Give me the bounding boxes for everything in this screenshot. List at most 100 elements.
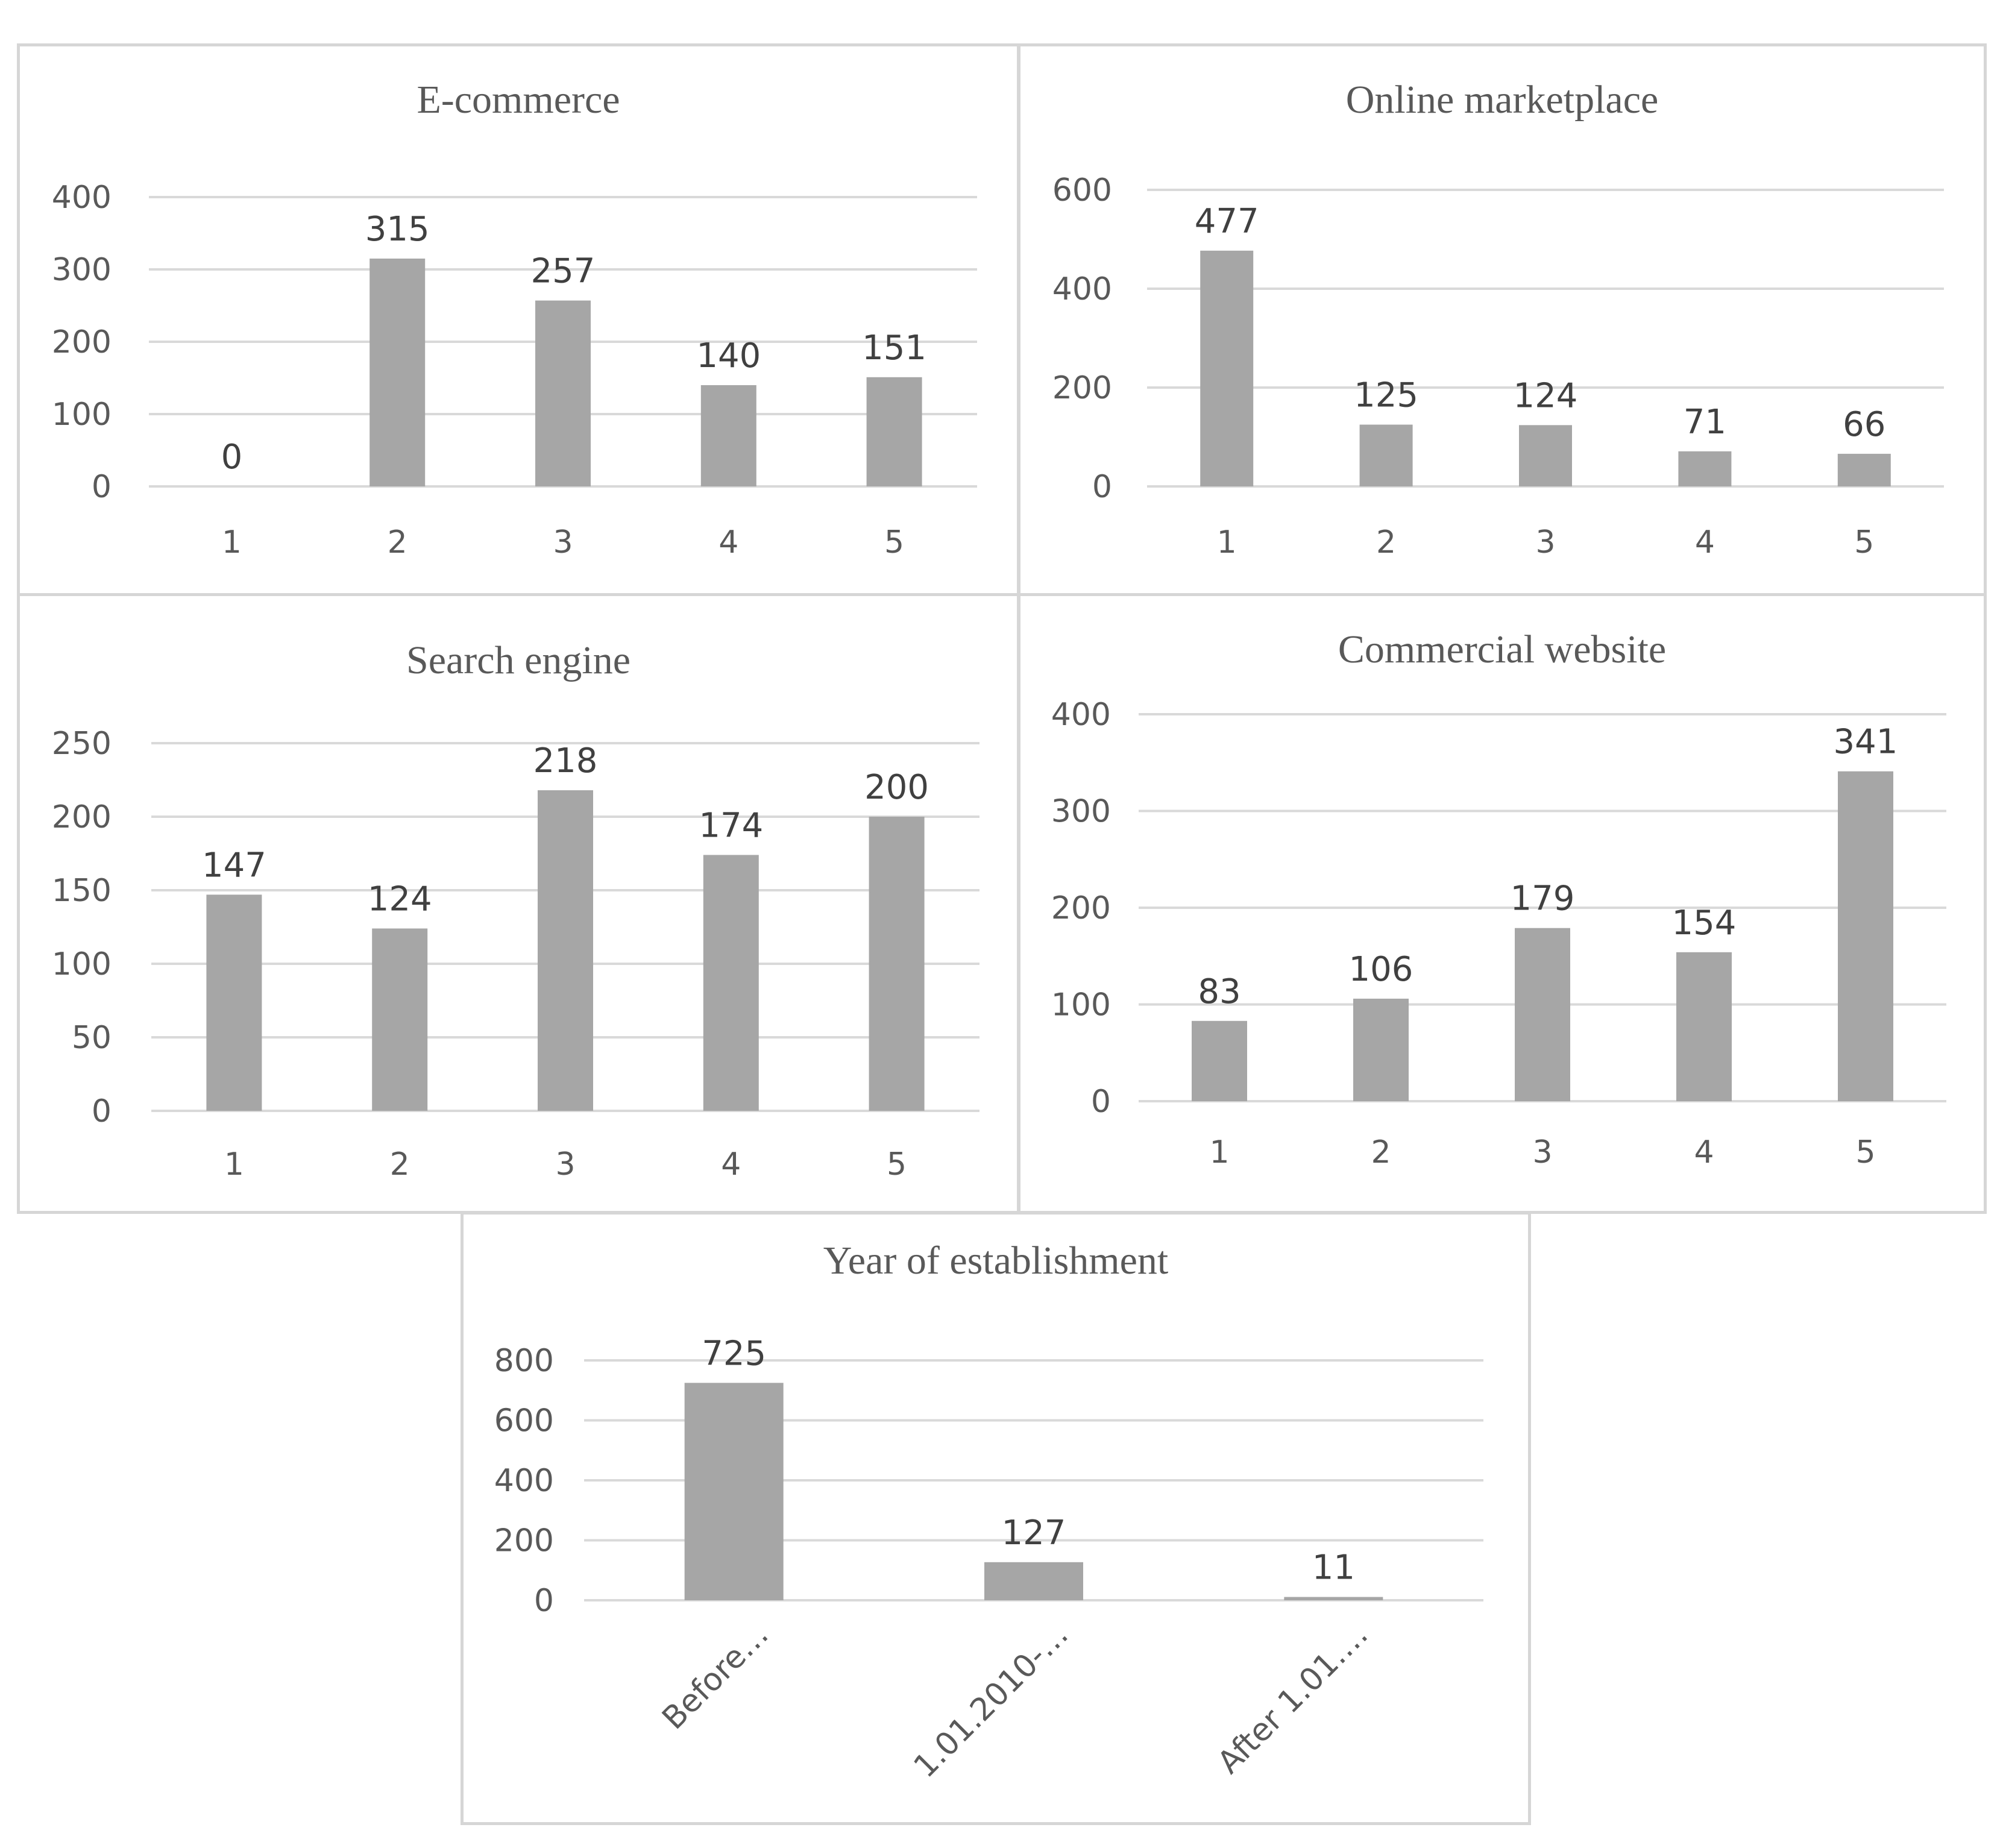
y-tick-label: 0 (1092, 469, 1112, 505)
y-tick-label: 200 (52, 324, 112, 360)
data-label: 341 (1834, 723, 1898, 762)
data-label: 127 (1002, 1513, 1066, 1553)
chart-panel-commercial-website: Commercial website 0 100 200 300 400 83 1 106 2 17… (1017, 593, 1987, 1214)
bar-Before… (684, 1383, 784, 1600)
chart-title-commercial-website: Commercial website (1338, 627, 1666, 671)
data-label: 179 (1511, 879, 1575, 919)
x-tick-label: 2 (390, 1146, 410, 1183)
y-tick-label: 200 (1052, 370, 1112, 406)
data-label: 124 (368, 879, 432, 919)
bar-5 (866, 377, 922, 486)
y-tick-label: 0 (1091, 1084, 1111, 1120)
y-tick-label: 150 (52, 873, 112, 909)
y-tick-label: 300 (1051, 794, 1111, 830)
y-tick-label: 0 (92, 469, 112, 505)
y-tick-label: 0 (534, 1583, 554, 1619)
x-tick-label: 5 (887, 1146, 907, 1183)
bar-After 1.01.… (1284, 1597, 1383, 1600)
bar-3 (1515, 928, 1570, 1101)
x-tick-label: Before… (655, 1617, 775, 1736)
y-tick-label: 50 (72, 1020, 112, 1056)
y-tick-label: 250 (52, 726, 112, 762)
x-tick-label: 1.01.2010-… (907, 1617, 1076, 1785)
x-tick-label: 4 (1695, 524, 1715, 561)
x-tick-label: 5 (884, 524, 904, 561)
x-tick-label: 5 (1854, 524, 1874, 561)
chart-title-year-of-establishment: Year of establishment (823, 1239, 1169, 1283)
x-tick-label: 1 (1217, 524, 1237, 561)
bar-2 (1353, 998, 1409, 1101)
bar-5 (1838, 771, 1893, 1101)
bar-4 (700, 385, 756, 486)
y-tick-label: 200 (494, 1523, 554, 1559)
x-tick-label: 1 (1209, 1134, 1229, 1171)
y-tick-label: 200 (52, 799, 112, 835)
x-tick-label: 3 (555, 1146, 575, 1183)
data-label: 71 (1684, 403, 1726, 442)
x-tick-label: 2 (1376, 524, 1396, 561)
bar-5 (869, 817, 925, 1111)
data-label: 218 (533, 741, 598, 781)
bar-3 (1519, 425, 1572, 486)
bar-2 (372, 928, 428, 1111)
y-tick-label: 800 (494, 1343, 554, 1379)
y-tick-label: 600 (494, 1403, 554, 1439)
y-tick-label: 400 (1051, 697, 1111, 733)
y-tick-label: 400 (494, 1463, 554, 1499)
data-label: 124 (1514, 376, 1578, 415)
y-tick-label: 300 (52, 252, 112, 288)
x-tick-label: 3 (553, 524, 573, 561)
chart-title-e-commerce: E-commerce (417, 78, 620, 122)
data-label: 200 (864, 768, 929, 807)
data-label: 140 (696, 336, 761, 376)
chart-panel-search-engine: Search engine 0 50 100 150 200 250 147 1 124 2 218 3… (17, 593, 1020, 1214)
bar-4 (703, 855, 759, 1111)
bar-1 (1192, 1020, 1247, 1101)
data-label: 83 (1198, 972, 1240, 1011)
chart-commercial-website: Commercial website 0 100 200 300 400 83 1 106 2 17… (1051, 627, 1946, 1171)
data-label: 125 (1354, 376, 1418, 415)
x-tick-label: 2 (388, 524, 407, 561)
bar-4 (1676, 952, 1732, 1101)
x-tick-label: 1 (224, 1146, 244, 1183)
chart-online-marketplace: Online marketplace 0 200 400 600 477 1 125 2 124 3… (1052, 78, 1944, 561)
chart-search-engine: Search engine 0 50 100 150 200 250 147 1 124 2 218 3… (52, 638, 979, 1183)
y-tick-label: 400 (52, 180, 112, 216)
data-label: 147 (202, 846, 266, 885)
y-tick-label: 400 (1052, 271, 1112, 307)
chart-title-search-engine: Search engine (406, 638, 630, 682)
chart-panel-e-commerce: E-commerce 0 100 200 300 400 0 1 315 2 257 3 140 4 151… (17, 43, 1020, 598)
chart-panel-online-marketplace: Online marketplace 0 200 400 600 477 1 125 2 124 3… (1017, 43, 1987, 598)
y-tick-label: 100 (1051, 987, 1111, 1023)
x-tick-label: 3 (1535, 524, 1555, 561)
data-label: 11 (1312, 1548, 1355, 1588)
chart-title-online-marketplace: Online marketplace (1346, 78, 1659, 122)
y-tick-label: 0 (92, 1093, 112, 1130)
data-label: 106 (1349, 950, 1413, 989)
x-tick-label: After 1.01.… (1211, 1617, 1376, 1781)
y-tick-label: 600 (1052, 172, 1112, 209)
chart-panel-year-of-establishment: Year of establishment 0 200 400 600 800 725 Bef… (461, 1212, 1531, 1825)
y-tick-label: 100 (52, 397, 112, 433)
chart-e-commerce: E-commerce 0 100 200 300 400 0 1 315 2 257 3 140 4 151… (52, 78, 977, 561)
bar-2 (369, 259, 426, 486)
chart-year-of-establishment: Year of establishment 0 200 400 600 800 725 Bef… (494, 1239, 1483, 1785)
data-label: 315 (365, 210, 430, 249)
bar-5 (1837, 453, 1891, 486)
data-label: 154 (1672, 904, 1737, 943)
y-tick-label: 200 (1051, 890, 1111, 926)
bar-3 (535, 300, 591, 486)
data-label: 0 (221, 438, 243, 477)
data-label: 257 (531, 252, 596, 291)
bar-1 (206, 894, 262, 1111)
data-label: 174 (699, 806, 763, 845)
bar-2 (1359, 424, 1413, 486)
bar-4 (1678, 451, 1732, 486)
x-tick-label: 4 (721, 1146, 741, 1183)
data-label: 151 (862, 328, 926, 368)
bar-1.01.2010-… (984, 1562, 1083, 1600)
data-label: 477 (1195, 202, 1259, 241)
bar-3 (538, 790, 593, 1111)
data-label: 66 (1843, 405, 1885, 444)
x-tick-label: 3 (1532, 1134, 1552, 1171)
